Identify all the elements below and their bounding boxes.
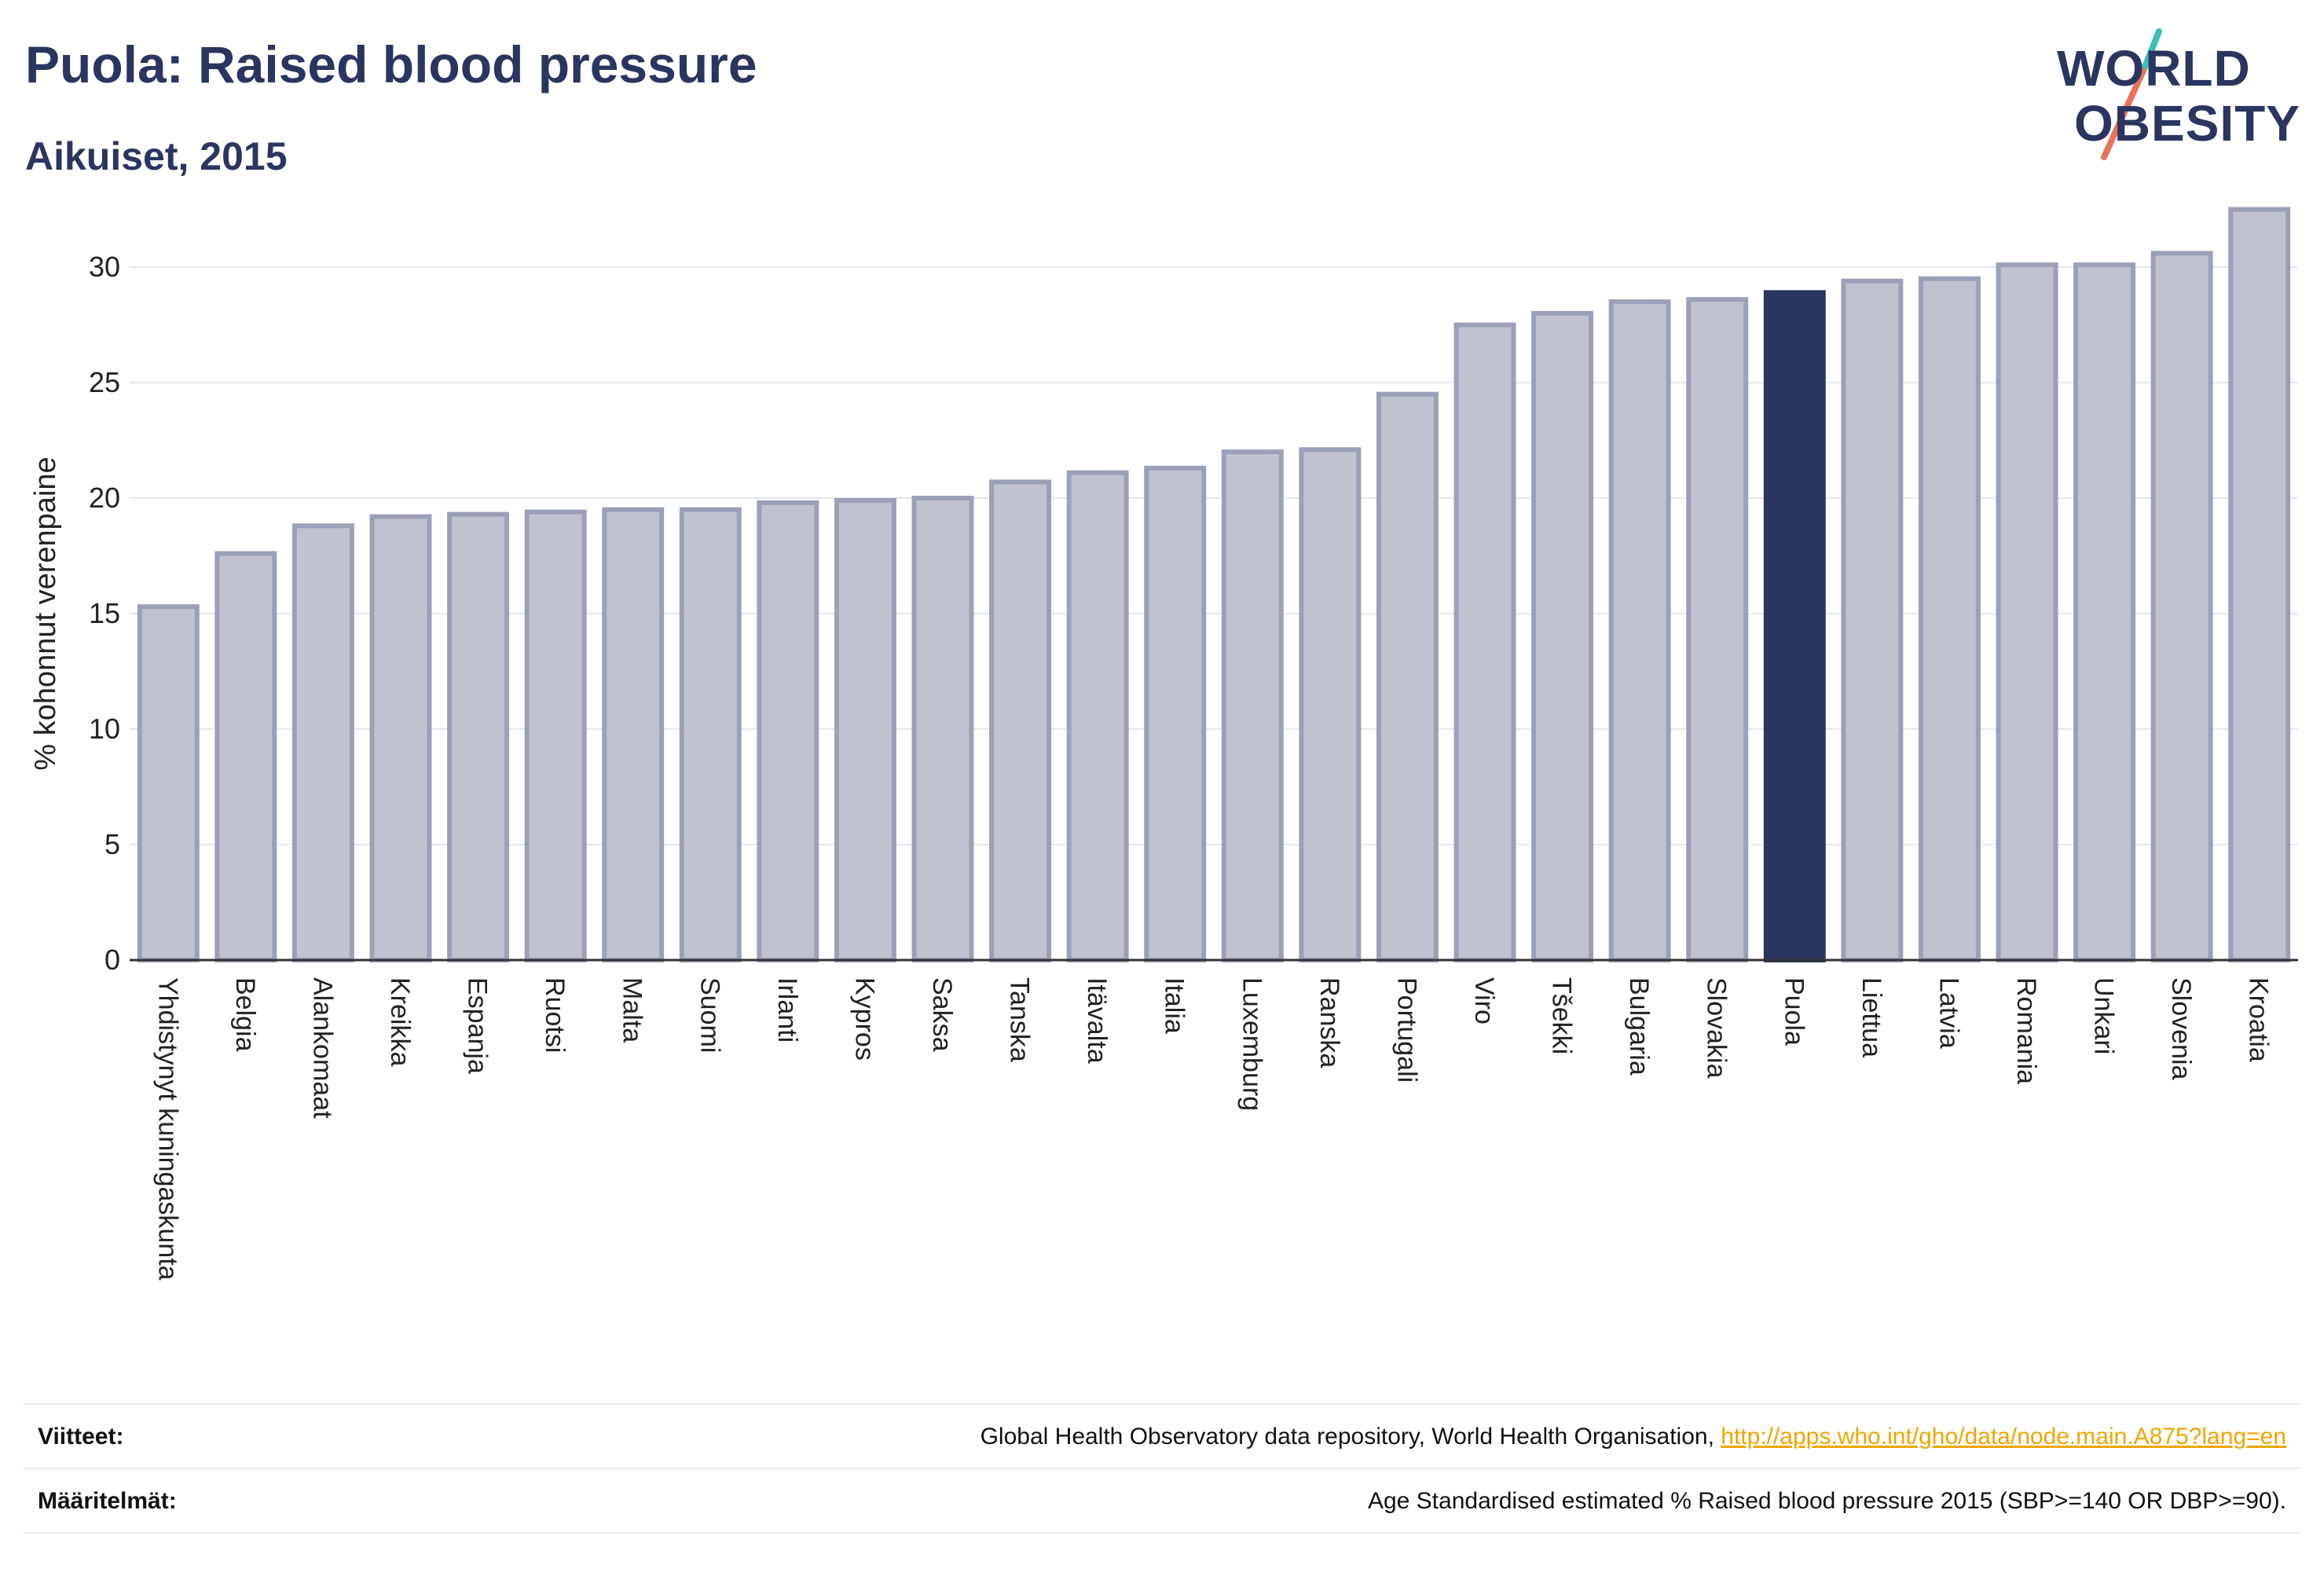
bar-malta [602,507,665,962]
x-tick-label: Ranska [1314,977,1344,1068]
chart-subtitle: Aikuiset, 2015 [25,134,288,178]
x-tick-label: Slovakia [1702,977,1732,1079]
definitions-label: Määritelmät: [38,1488,177,1514]
bar-bulgaria [1608,299,1671,963]
bar-tanska [989,479,1052,962]
x-tick-label: Puola [1779,977,1809,1046]
x-tick-label: Bulgaria [1624,977,1654,1076]
y-axis-label: % kohonnut verenpaine [29,456,62,770]
footer-sources-row: Viitteet: Global Health Observatory data… [24,1403,2300,1468]
x-tick-label: Itävalta [1082,977,1112,1064]
bar-yhdistynyt-kuningaskunta [137,604,200,962]
bar-viro [1453,322,1516,962]
x-tick-label: Saksa [927,977,957,1052]
bar-saksa [911,496,974,962]
y-tick-label: 20 [89,482,120,514]
logo-slash-teal [2140,28,2162,74]
sources-text: Global Health Observatory data repositor… [980,1424,1721,1450]
bar-slovakia [1686,297,1749,963]
bar-unkari [2073,262,2136,962]
x-tick-label: Kroatia [2244,977,2274,1062]
logo-text-world: WORLD [2057,40,2251,97]
footer-definitions-row: Määritelmät: Age Standardised estimated … [24,1468,2300,1532]
definitions-value: Age Standardised estimated % Raised bloo… [1367,1488,2286,1514]
y-tick-label: 10 [89,713,120,745]
y-tick-label: 25 [89,366,120,398]
bar-tšekki [1531,310,1594,962]
chart-title: Puola: Raised blood pressure [25,35,757,93]
logo-slash-icon [2101,28,2162,160]
x-tick-label: Kypros [849,977,879,1061]
bar-suomi [679,507,742,962]
bar-espanja [447,511,510,962]
x-tick-label: Malta [618,977,647,1043]
x-tick-label: Slovenia [2166,977,2196,1080]
bar-alankomaat [291,523,354,962]
y-tick-label: 15 [89,597,120,629]
bar-italia [1144,465,1207,962]
x-tick-label: Portugali [1391,977,1421,1083]
world-obesity-logo: WORLD OBESITY [2043,24,2310,165]
x-tick-label: Tšekki [1547,977,1577,1054]
x-tick-label: Latvia [1934,977,1963,1049]
x-tick-label: Tanska [1005,977,1035,1062]
x-tick-label: Espanja [463,977,493,1074]
bar-belgia [214,551,277,962]
bar-romania [1996,262,2058,962]
sources-label: Viitteet: [38,1424,124,1450]
bar-luxemburg [1221,449,1284,962]
bar-portugali [1376,391,1439,962]
x-tick-label: Unkari [2089,977,2119,1054]
logo-slash-coral [2101,68,2146,160]
bar-irlanti [757,500,819,962]
bar-latvia [1918,276,1981,962]
x-tick-label: Liettua [1857,977,1886,1057]
bar-liettua [1841,278,1904,962]
x-tick-label: Alankomaat [307,977,337,1119]
bar-kreikka [369,514,432,962]
bars [137,207,2291,963]
y-tick-label: 5 [104,828,120,860]
y-tick-label: 0 [104,944,120,976]
sources-value: Global Health Observatory data repositor… [981,1424,2286,1450]
x-tick-label: Kreikka [385,977,415,1066]
bar-puola [1763,290,1826,962]
x-tick-label: Luxemburg [1237,977,1266,1111]
y-tick-label: 30 [89,251,120,283]
x-tick-label: Viro [1469,977,1499,1024]
footer-divider [24,1532,2300,1534]
bar-chart: 0 5 10 15 20 25 30 Yhdistynyt kuningaskunta Bel… [29,207,2298,1281]
y-axis-ticks: 0 5 10 15 20 25 30 [89,251,120,976]
x-tick-label: Suomi [695,977,724,1053]
bar-ruotsi [524,509,587,962]
bar-itävalta [1066,470,1129,962]
x-tick-label: Romania [2011,977,2041,1084]
x-tick-label: Yhdistynyt kuningaskunta [152,977,182,1281]
bar-slovenia [2150,251,2213,962]
x-axis-labels: Yhdistynyt kuningaskunta Belgia Alankomaat… [152,977,2273,1281]
logo-text-obesity: OBESITY [2074,95,2300,152]
bar-kroatia [2228,207,2291,962]
x-tick-label: Italia [1160,977,1189,1034]
x-tick-label: Belgia [230,977,260,1052]
bar-kypros [834,497,896,962]
bar-ranska [1299,447,1362,962]
x-tick-label: Irlanti [772,977,802,1043]
sources-link[interactable]: http://apps.who.int/gho/data/node.main.A… [1721,1424,2286,1450]
x-tick-label: Ruotsi [540,977,570,1053]
